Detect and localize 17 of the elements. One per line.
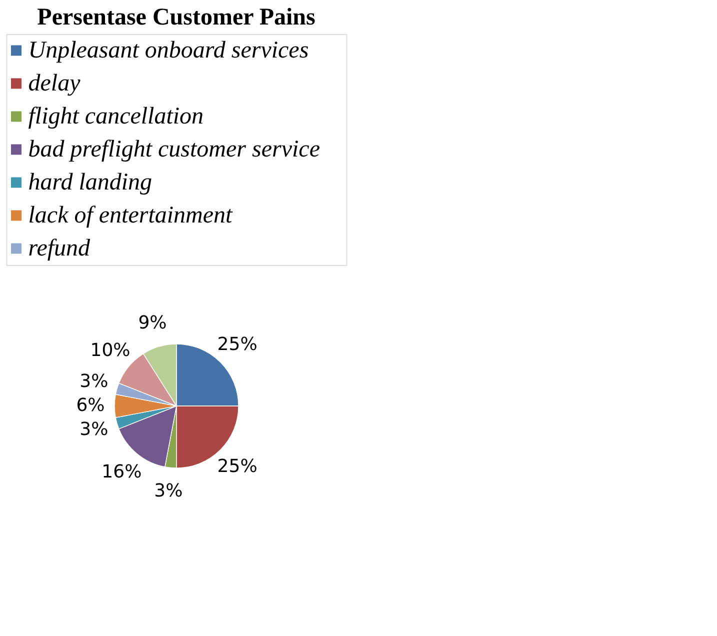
legend-label: flight cancellation <box>28 104 204 130</box>
legend-label: refund <box>28 236 92 262</box>
data-label: 25% <box>217 334 258 356</box>
data-label: 3% <box>80 371 108 392</box>
chart-title: Persentase Customer Pains <box>37 4 316 30</box>
legend-label: bad preflight customer service <box>28 136 320 162</box>
legend-label: Unpleasant onboard services <box>28 38 309 64</box>
data-label: 10% <box>90 340 130 362</box>
data-label: 3% <box>154 480 183 502</box>
legend-label: hard landing <box>28 170 152 196</box>
data-label: 9% <box>138 312 167 334</box>
data-label: 6% <box>76 395 105 416</box>
legend-label: delay <box>28 70 81 96</box>
data-label: 3% <box>80 418 108 440</box>
data-label: 16% <box>102 461 142 482</box>
data-label: 25% <box>217 456 258 477</box>
legend-label: lack of entertainment <box>28 202 234 228</box>
